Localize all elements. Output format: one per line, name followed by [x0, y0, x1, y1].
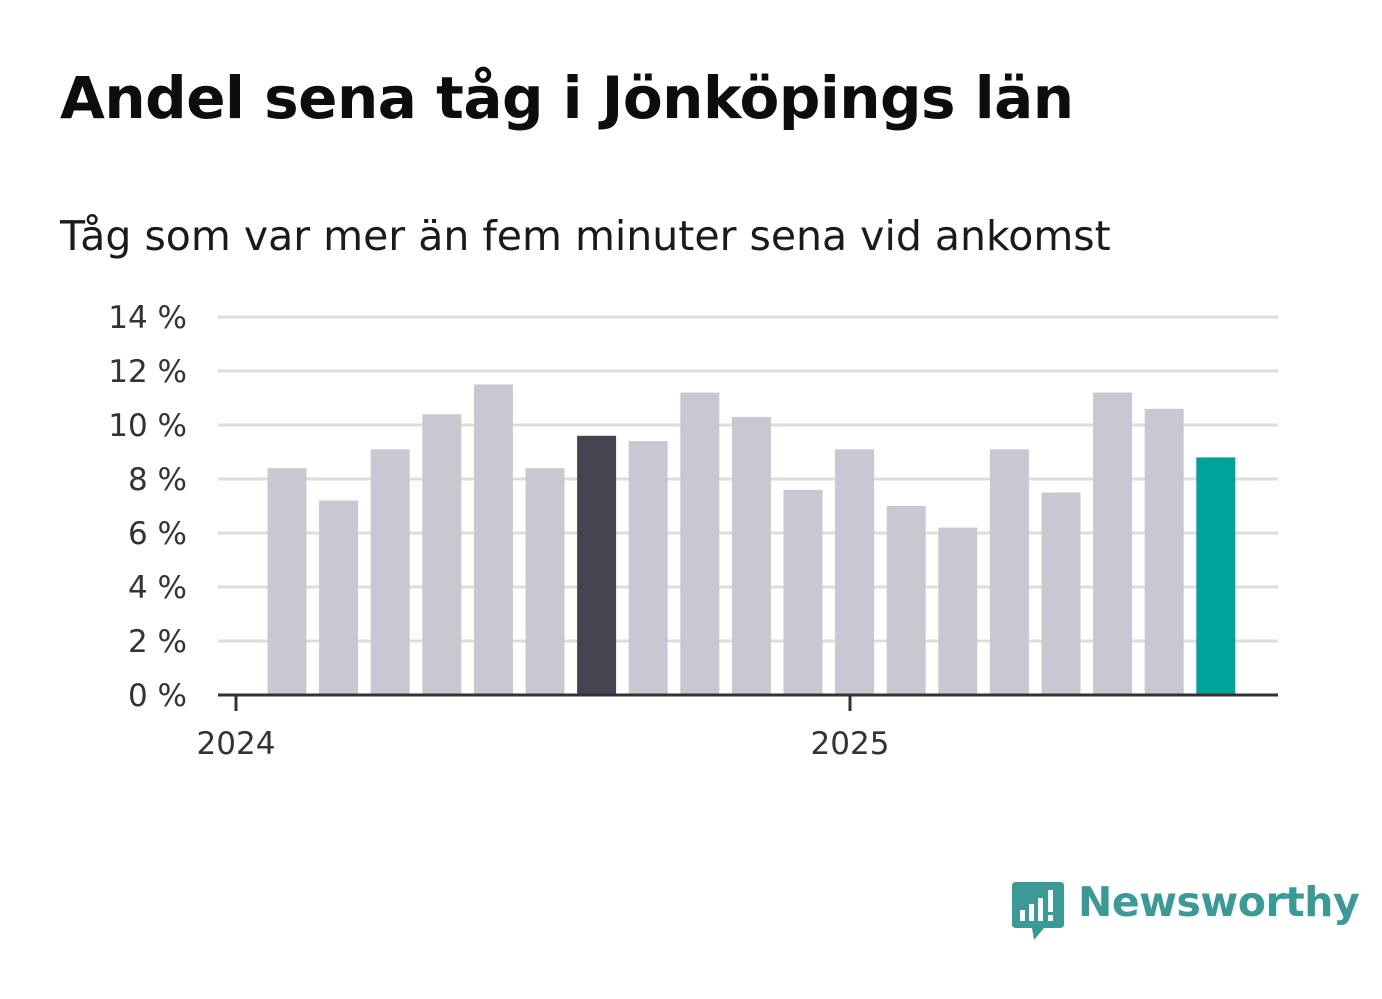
- y-tick-label: 14 %: [108, 300, 187, 336]
- bar: [1196, 457, 1236, 695]
- bar: [989, 449, 1029, 695]
- brand-name: Newsworthy: [1078, 878, 1360, 926]
- y-axis-labels: 0 % 2 % 4 % 6 % 8 % 10 % 12 % 14 %: [108, 300, 187, 714]
- bar: [680, 392, 720, 695]
- x-tick-label: 2024: [197, 726, 276, 762]
- bar: [319, 500, 359, 695]
- bar: [1093, 392, 1133, 695]
- x-axis-ticks: 2024 2025: [197, 695, 890, 762]
- bar: [422, 414, 462, 695]
- bar: [886, 506, 926, 695]
- bar: [628, 441, 668, 695]
- y-tick-label: 12 %: [108, 354, 187, 390]
- y-tick-label: 0 %: [128, 678, 187, 714]
- bar: [938, 527, 978, 695]
- y-tick-label: 2 %: [128, 624, 187, 660]
- bar: [577, 435, 617, 695]
- bars: [267, 384, 1236, 695]
- bar: [370, 449, 410, 695]
- bar-chart: 0 % 2 % 4 % 6 % 8 % 10 % 12 % 14 % 2024 2025: [108, 300, 1278, 762]
- bar: [731, 416, 771, 695]
- newsworthy-logo-icon: [1012, 882, 1064, 940]
- chart-subtitle: Tåg som var mer än fem minuter sena vid …: [60, 212, 1111, 260]
- newsworthy-logo: Newsworthy: [1010, 878, 1360, 948]
- y-tick-label: 8 %: [128, 462, 187, 498]
- bar: [267, 468, 307, 695]
- bar: [783, 489, 823, 695]
- bar: [525, 468, 565, 695]
- chart-title: Andel sena tåg i Jönköpings län: [60, 64, 1074, 132]
- bar: [473, 384, 513, 695]
- y-tick-label: 6 %: [128, 516, 187, 552]
- bar: [835, 449, 875, 695]
- y-tick-label: 4 %: [128, 570, 187, 606]
- bar: [1041, 492, 1081, 695]
- bar: [1144, 408, 1184, 695]
- y-tick-label: 10 %: [108, 408, 187, 444]
- x-tick-label: 2025: [811, 726, 890, 762]
